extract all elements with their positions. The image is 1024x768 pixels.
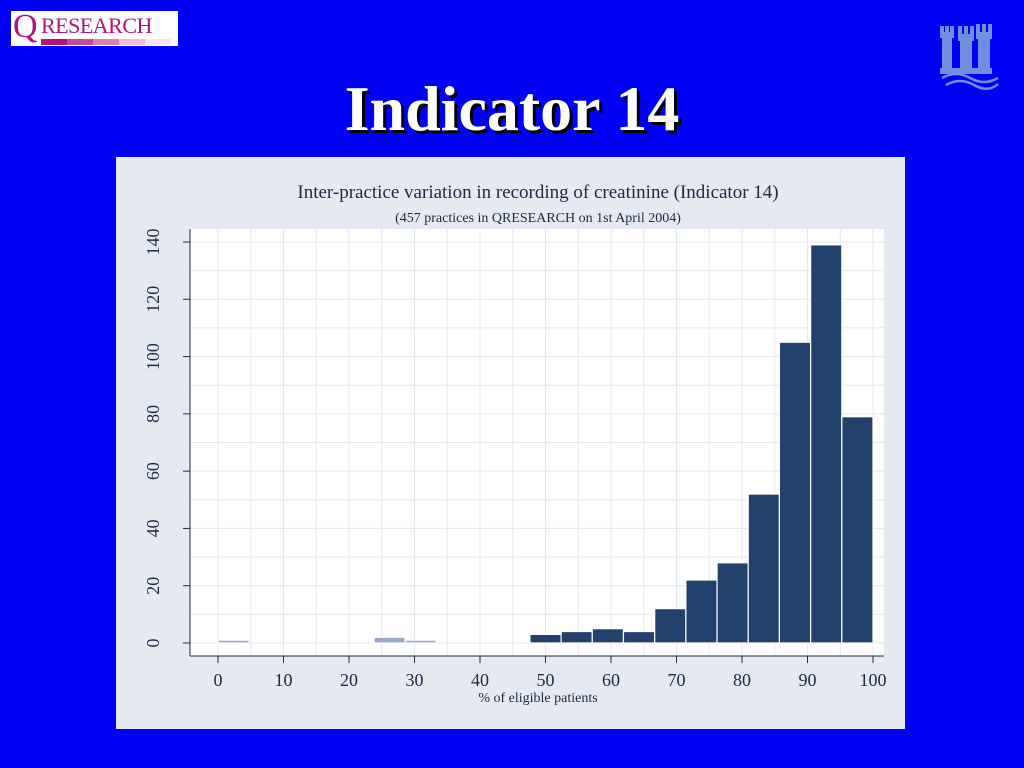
y-tick-label: 60 [143,462,163,480]
x-tick-label: 30 [406,670,424,690]
x-tick-label: 50 [537,670,555,690]
logo-bar-1 [67,39,93,45]
axes: 0 10 20 30 40 50 60 70 80 90 100 0 20 40 60 80 100 120 140 [143,229,887,691]
histogram-chart: Inter-practice variation in recording of… [143,182,887,706]
y-tick-label: 80 [143,405,163,423]
y-tick-label: 20 [143,577,163,595]
histogram-bar [747,493,781,644]
logo-bar-2 [93,39,119,45]
x-tick-label: 20 [340,670,358,690]
slide-title: Indicator 14 [344,73,680,144]
x-tick-label: 0 [214,670,223,690]
logo-text: RESEARCH [41,13,152,38]
histogram-bar [404,639,437,644]
y-tick-label: 120 [143,286,163,313]
histogram-bar [716,562,749,644]
chart-subtitle: (457 practices in QRESEARCH on 1st April… [395,211,681,226]
histogram-bar [810,244,843,644]
histogram-bar [841,416,874,644]
histogram-bar [622,630,656,644]
logo-bar-0 [41,39,67,45]
x-tick-label: 80 [733,670,751,690]
chart-panel: Inter-practice variation in recording of… [116,157,905,729]
histogram-bar [529,633,562,644]
x-tick-label: 10 [275,670,293,690]
x-tick-label: 90 [799,670,817,690]
x-tick-label: 60 [602,670,620,690]
histogram-bar [373,636,406,644]
histogram-bar [685,579,718,644]
logo-color-bars [41,39,171,45]
histogram-bar [778,341,812,644]
logo-bar-4 [145,39,171,45]
x-tick-label: 100 [860,670,887,690]
y-tick-label: 100 [143,343,163,370]
logo-bar-3 [119,39,145,45]
histogram-bars [217,244,874,644]
x-axis-label: % of eligible patients [478,691,597,706]
logo-q: Q [13,11,38,45]
chart-title: Inter-practice variation in recording of… [297,182,778,203]
y-tick-label: 140 [143,229,163,256]
histogram-bar [217,639,250,644]
histogram-bar [560,630,593,644]
histogram-bar [591,628,625,644]
x-tick-label: 40 [471,670,489,690]
histogram-bar [654,608,687,644]
x-tick-label: 70 [668,670,686,690]
y-tick-label: 0 [143,639,163,648]
castle-crest-icon [940,24,999,90]
qresearch-logo: Q RESEARCH [11,11,178,46]
y-tick-label: 40 [143,519,163,537]
